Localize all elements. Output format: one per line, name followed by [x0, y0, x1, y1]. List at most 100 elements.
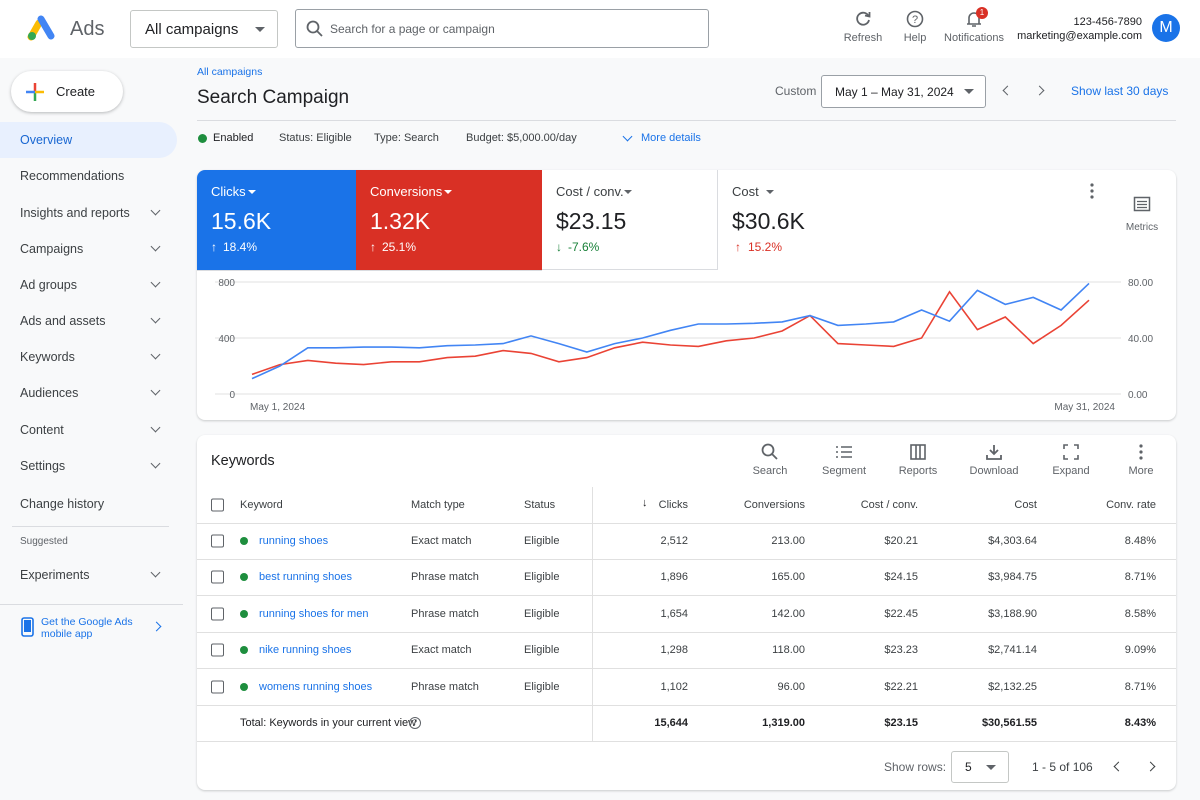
keyword-link[interactable]: womens running shoes [259, 680, 373, 693]
toolbar-segment[interactable]: Segment [814, 435, 874, 477]
column-header: Cost [1014, 499, 1037, 511]
table-cell: $2,132.25 [988, 680, 1037, 693]
checkbox [211, 607, 224, 621]
chevron [150, 422, 161, 433]
kpi-name: Cost / conv. [556, 184, 624, 199]
overview-card: Clicks 15.6K 18.4% ↑ Conversions 1.32K 25… [197, 170, 1176, 420]
table-cell: $23.23 [884, 644, 918, 657]
help-icon: ? [906, 10, 924, 28]
more-icon[interactable] [1087, 182, 1097, 200]
up-arrow: ↑ [211, 240, 217, 254]
table-cell: $4,303.64 [988, 535, 1037, 547]
kpi-change: 25.1% [382, 240, 417, 254]
icon [761, 443, 778, 460]
keyword-link[interactable]: running shoes for men [259, 607, 369, 620]
chevron [150, 277, 161, 288]
nav-item[interactable]: Content [20, 423, 64, 437]
nav-item[interactable]: Campaigns [20, 242, 84, 256]
kpi-tile[interactable]: Clicks 15.6K 18.4% ↑ [197, 170, 356, 270]
nav-item[interactable]: Change history [20, 497, 105, 511]
toolbar-download[interactable]: Download [964, 435, 1024, 477]
total-cell: 8.43% [1124, 717, 1156, 729]
kpi-tile[interactable]: Cost $30.6K 15.2% ↑ [718, 170, 894, 270]
y-tick-label: 800 [218, 278, 235, 289]
nav-item[interactable]: Ads and assets [20, 314, 106, 328]
phone-icon [21, 617, 34, 637]
column-header: Conversions [743, 499, 805, 511]
table-cell: Phrase match [411, 607, 479, 620]
notifications-label: Notifications [944, 32, 1004, 44]
nav-item[interactable]: Experiments [20, 568, 90, 582]
mobile-app-link[interactable]: Get the Google Ads mobile app [41, 616, 133, 640]
create-label: Create [56, 84, 96, 99]
nav-item[interactable]: Recommendations [20, 169, 125, 183]
kpi-tile[interactable]: Conversions 1.32K 25.1% ↑ [356, 170, 542, 270]
account-id: 123-456-7890 [1073, 16, 1142, 28]
table-cell: 1,298 [660, 644, 688, 657]
divider [197, 270, 542, 271]
search-box[interactable]: Search for a page or campaign [295, 9, 709, 48]
campaign-selector[interactable]: All campaigns [130, 10, 278, 48]
notifications-button[interactable]: Notifications [944, 2, 1004, 44]
status-item: Budget: $5,000.00/day [466, 132, 577, 144]
up-arrow: ↑ [370, 240, 376, 254]
nav-item[interactable]: Insights and reports [20, 206, 130, 220]
y-tick-label: 0 [229, 390, 235, 401]
keyword-link[interactable]: nike running shoes [259, 644, 352, 657]
kpi-tile[interactable]: Cost / conv. $23.15 -7.6% ↓ [542, 170, 718, 270]
nav-item[interactable]: Ad groups [20, 278, 77, 292]
kpi-value: $30.6K [732, 208, 805, 234]
prev-date[interactable] [1002, 85, 1013, 96]
next-page[interactable] [1145, 761, 1156, 772]
chevron [150, 313, 161, 324]
create-button[interactable]: Create [11, 71, 123, 112]
toolbar-label: Search [752, 465, 788, 477]
nav-item[interactable]: Settings [20, 459, 66, 473]
chevron [150, 567, 161, 578]
status-dot [240, 682, 248, 691]
keyword-link[interactable]: best running shoes [259, 571, 352, 584]
toolbar-search[interactable]: Search [740, 435, 800, 477]
toolbar-reports[interactable]: Reports [888, 435, 948, 477]
date-picker[interactable]: May 1 – May 31, 2024 [821, 75, 986, 108]
x-tick-label: May 1, 2024 [250, 402, 305, 413]
line-chart: 0 400 800 0.00 40.00 80.00 May 1, 2024 May 31, … [215, 278, 1153, 413]
breadcrumb[interactable]: All campaigns [197, 66, 263, 78]
nav-item[interactable]: Keywords [20, 350, 75, 364]
icon [986, 445, 1002, 460]
help-button[interactable]: ? Help [885, 2, 945, 44]
row-divider [197, 631, 1176, 633]
keyword-link[interactable]: running shoes [259, 535, 329, 547]
nav-item[interactable]: Audiences [20, 386, 79, 400]
kpi-name: Clicks [211, 184, 246, 199]
chevron [150, 458, 161, 469]
more-details[interactable]: More details [641, 132, 701, 144]
kpi-value: 15.6K [211, 208, 272, 234]
table-cell: $22.21 [884, 680, 918, 693]
status-enabled: Enabled [213, 132, 254, 144]
prev-page[interactable] [1113, 761, 1124, 772]
kpi-name: Cost [732, 184, 759, 199]
table-cell: $3,984.75 [988, 571, 1037, 584]
metrics-icon[interactable] [1133, 196, 1151, 212]
icon [836, 446, 852, 458]
status-item: Status: Eligible [279, 132, 352, 144]
rows-select[interactable]: 5 [951, 751, 1009, 783]
search-icon [306, 20, 323, 37]
checkbox [211, 680, 224, 694]
toolbar-label: Reports [898, 465, 938, 477]
refresh-icon [856, 11, 871, 26]
avatar[interactable]: M [1152, 14, 1180, 42]
refresh-button[interactable]: Refresh [833, 2, 893, 44]
column-header: Clicks [658, 499, 688, 511]
column-header: Conv. rate [1106, 499, 1156, 511]
toolbar-more[interactable]: More [1111, 435, 1171, 477]
toolbar-expand[interactable]: Expand [1041, 435, 1101, 477]
kpi-name: Conversions [370, 184, 443, 199]
nav-item[interactable]: Overview [20, 133, 73, 147]
next-date[interactable] [1034, 85, 1045, 96]
keywords-card: Keywords Search Segment Reports Download… [197, 435, 1176, 790]
table-cell: 165.00 [771, 571, 805, 584]
show-last-button[interactable]: Show last 30 days [1071, 84, 1169, 98]
kpi-change: -7.6% [568, 240, 600, 254]
